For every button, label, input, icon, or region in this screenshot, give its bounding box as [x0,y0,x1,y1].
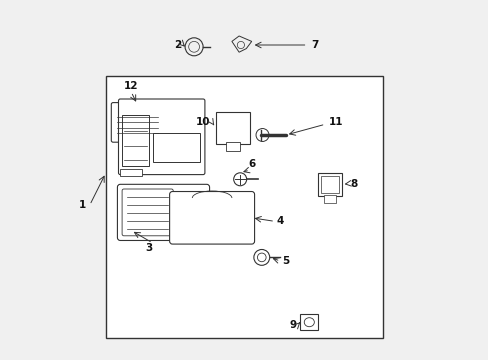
Text: 10: 10 [196,117,210,127]
Text: 9: 9 [289,320,296,330]
Text: 6: 6 [248,159,256,169]
Bar [321,176,338,193]
FancyBboxPatch shape [118,99,204,175]
Text: 12: 12 [123,81,138,91]
FancyBboxPatch shape [169,192,254,244]
Bar [300,314,318,330]
Bar [215,112,249,144]
Ellipse shape [119,112,155,132]
Ellipse shape [304,318,314,327]
Text: 2: 2 [174,40,181,50]
Text: 11: 11 [328,117,343,127]
Bar [225,142,239,151]
Text: 4: 4 [276,216,284,226]
Text: 7: 7 [310,40,318,50]
FancyBboxPatch shape [111,103,163,142]
Bar [122,115,149,166]
FancyBboxPatch shape [117,184,209,240]
Bar [323,195,336,203]
Text: 3: 3 [145,243,152,253]
Bar [152,133,199,162]
Text: 5: 5 [282,256,289,266]
Bar [318,173,341,196]
Bar [106,76,382,338]
Text: 8: 8 [350,179,357,189]
Bar [120,169,142,176]
Text: 1: 1 [79,200,86,210]
